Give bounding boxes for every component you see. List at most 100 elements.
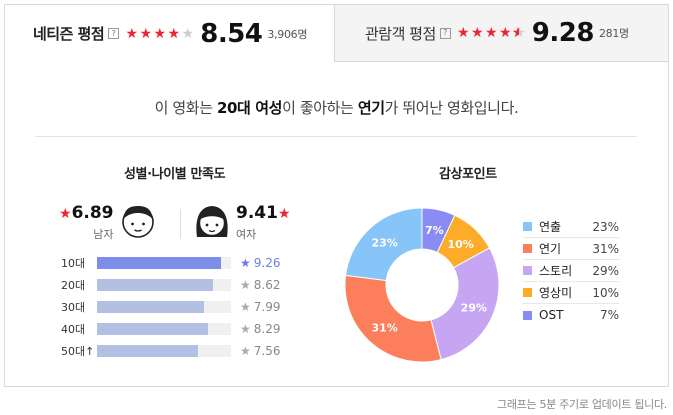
star-icon: ★	[167, 25, 180, 42]
legend-value: 23%	[592, 219, 619, 234]
female-label: 여자	[236, 228, 257, 241]
age-row: 30대 ★ 7.99	[61, 299, 280, 315]
female-score-value: 9.41	[236, 203, 278, 223]
age-score: 7.99	[253, 300, 281, 314]
summary-mid: 이 좋아하는	[282, 99, 358, 117]
update-footnote: 그래프는 5분 주기로 업데이트 됩니다.	[497, 398, 667, 411]
age-row: 40대 ★ 8.29	[61, 321, 280, 337]
star-icon: ★	[457, 25, 470, 41]
legend-item: 연출 23%	[523, 216, 619, 238]
legend-value: 31%	[592, 241, 619, 256]
summary-pre: 이 영화는	[154, 99, 217, 117]
legend-swatch	[523, 244, 532, 253]
male-score: ★6.89	[59, 203, 114, 223]
age-row: 10대 ★ 9.26	[61, 255, 280, 271]
star-icon: ★	[153, 25, 166, 42]
male-score-value: 6.89	[71, 203, 114, 223]
star-icon: ★	[277, 206, 291, 222]
star-icon: ★	[240, 300, 251, 314]
audience-rating-label: 관람객 평점	[365, 24, 436, 43]
help-icon[interactable]: ?	[439, 27, 451, 39]
age-bar-track	[97, 257, 231, 269]
star-icon: ★	[240, 256, 251, 270]
donut-slice-label: 10%	[448, 238, 474, 251]
male-score-block: ★6.89 남자	[59, 203, 156, 242]
legend-item: OST 7%	[523, 304, 619, 326]
age-score: 8.29	[253, 322, 281, 336]
age-bar-track	[97, 301, 231, 313]
female-avatar-icon	[196, 206, 228, 237]
legend-swatch	[523, 288, 532, 297]
star-empty-icon: ★	[181, 25, 194, 42]
legend-item: 연기 31%	[523, 238, 619, 260]
star-icon: ★	[240, 322, 251, 336]
donut-slice-label: 7%	[425, 224, 444, 237]
age-bar-fill	[97, 279, 213, 291]
legend-swatch	[523, 266, 532, 275]
star-icon: ★	[240, 344, 251, 358]
donut-slice-label: 29%	[461, 301, 487, 314]
legend-item: 스토리 29%	[523, 260, 619, 282]
summary-group: 20대 여성	[216, 99, 283, 117]
legend-label: 스토리	[539, 264, 573, 278]
legend-label: OST	[539, 308, 564, 322]
tab-netizen-rating[interactable]: 네티즌 평점 ? ★ ★ ★ ★ ★ 8.54 3,906명	[5, 5, 335, 62]
star-half-icon: ★	[512, 25, 526, 41]
donut-slice-label: 31%	[371, 321, 397, 334]
legend-item: 영상미 10%	[523, 282, 619, 304]
summary-post: 가 뛰어난 영화입니다.	[384, 99, 519, 117]
star-icon: ★	[125, 25, 138, 42]
legend-value: 7%	[599, 308, 619, 322]
age-row: 50대↑ ★ 7.56	[61, 343, 280, 359]
age-label: 50대↑	[61, 345, 95, 358]
donut-slice-label: 23%	[371, 237, 397, 250]
male-label: 남자	[93, 228, 114, 241]
points-title: 감상포인트	[439, 167, 497, 182]
help-icon[interactable]: ?	[108, 28, 120, 39]
audience-score: 9.28	[531, 18, 595, 48]
audience-star-rating: ★ ★ ★ ★ ★	[456, 25, 526, 41]
age-bar-fill	[97, 301, 205, 313]
legend-swatch	[523, 222, 532, 231]
legend-value: 10%	[592, 285, 619, 300]
summary-point: 연기	[357, 99, 385, 117]
legend-label: 연출	[539, 220, 562, 234]
donut-slice	[344, 274, 442, 363]
age-score: 7.56	[253, 344, 281, 358]
summary-text: 이 영화는 20대 여성이 좋아하는 연기가 뛰어난 영화입니다.	[5, 97, 668, 118]
age-label: 10대	[61, 257, 86, 270]
audience-count: 281명	[598, 27, 629, 40]
male-avatar-icon	[121, 206, 154, 238]
divider	[35, 136, 637, 137]
star-icon: ★	[240, 278, 251, 292]
age-bar-track	[97, 323, 231, 335]
star-icon: ★	[59, 206, 72, 222]
legend-label: 연기	[539, 242, 562, 256]
age-score: 8.62	[253, 278, 281, 292]
age-label: 30대	[61, 301, 86, 314]
netizen-count: 3,906명	[267, 27, 308, 41]
legend-label: 영상미	[539, 286, 573, 300]
age-bar-fill	[97, 323, 209, 335]
tab-audience-rating[interactable]: 관람객 평점 ? ★★★★★ 9.28 281명	[335, 5, 668, 62]
star-icon: ★	[485, 25, 498, 41]
age-score: 9.26	[253, 256, 281, 270]
star-icon: ★	[139, 25, 152, 42]
age-bar-fill	[97, 345, 199, 357]
age-bar-track	[97, 279, 231, 291]
demographics-title: 성별·나이별 만족도	[124, 167, 226, 182]
netizen-score: 8.54	[200, 18, 263, 49]
points-donut-chart: 7% 10% 29% 31% 23%	[344, 207, 500, 363]
star-icon: ★	[471, 25, 484, 41]
rating-panel: 네티즌 평점 ? ★ ★ ★ ★ ★ 8.54 3,906명 관람객 평점 ? ★ ★ ★ ★…	[4, 4, 669, 387]
age-label: 40대	[61, 323, 86, 336]
donut-slice	[430, 247, 500, 361]
female-score: 9.41★	[236, 203, 291, 223]
gender-separator	[180, 209, 181, 239]
age-row: 20대 ★ 8.62	[61, 277, 280, 293]
legend-swatch	[523, 310, 532, 320]
age-label: 20대	[61, 279, 86, 292]
rating-tabs: 네티즌 평점 ? ★ ★ ★ ★ ★ 8.54 3,906명 관람객 평점 ? ★ ★ ★ ★…	[5, 5, 668, 62]
age-bar-fill	[97, 257, 222, 269]
donut-slice	[345, 207, 423, 282]
